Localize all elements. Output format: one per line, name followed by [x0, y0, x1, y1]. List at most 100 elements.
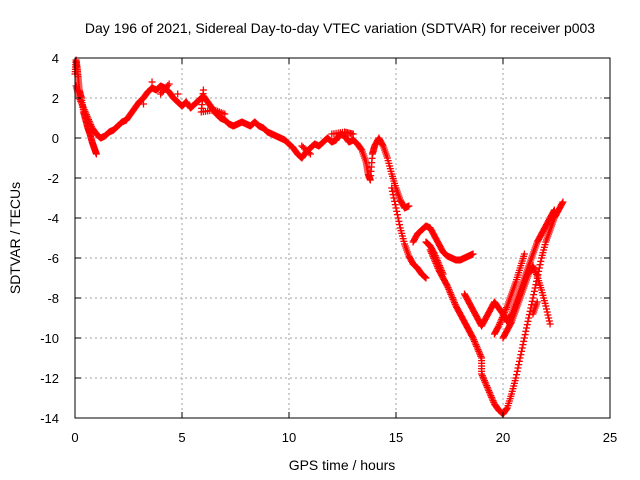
y-tick-label: -4: [47, 211, 59, 226]
data-point-trail: [530, 264, 538, 272]
x-tick-label: 5: [178, 430, 185, 445]
data-point-trail: [394, 214, 402, 222]
data-point-trail: [436, 262, 444, 270]
data-point-trail: [550, 207, 558, 215]
x-axis-title: GPS time / hours: [289, 457, 396, 473]
data-point-trail: [537, 257, 545, 265]
data-point-trail: [434, 258, 442, 266]
data-point: [482, 380, 490, 388]
data-point-trail: [421, 273, 429, 281]
data-point-trail: [530, 265, 538, 273]
data-point-trail: [83, 112, 91, 120]
y-tick-label: 4: [52, 51, 59, 66]
x-tick-label: 20: [496, 430, 510, 445]
data-point: [499, 312, 507, 320]
data-point-trail: [545, 314, 553, 322]
y-tick-label: 0: [52, 131, 59, 146]
data-point: [469, 250, 477, 258]
y-axis-title: SDTVAR / TECUs: [7, 182, 23, 294]
data-point-trail: [448, 294, 456, 302]
data-point-trail: [524, 317, 532, 325]
data-point-trail: [513, 367, 521, 375]
data-point-trail: [445, 285, 453, 293]
tick-marks: [74, 57, 611, 419]
data-point-trail: [531, 267, 539, 275]
data-point-trail: [82, 109, 90, 117]
data-point-trail: [299, 143, 307, 151]
data-point-trail: [393, 211, 401, 219]
data-point-trail: [450, 299, 458, 307]
data-point-trail: [500, 309, 508, 317]
data-point: [546, 320, 554, 328]
data-point: [525, 314, 533, 322]
data-point: [542, 302, 550, 310]
data-point-trail: [390, 194, 398, 202]
data-point: [435, 260, 443, 268]
data-point-trail: [78, 101, 86, 109]
data-point-trail: [543, 308, 551, 316]
data-point: [92, 150, 100, 158]
data-point-trail: [480, 377, 488, 385]
y-tick-label: -8: [47, 291, 59, 306]
data-point-trail: [391, 201, 399, 209]
data-point-trail: [472, 341, 480, 349]
data-point-trail: [421, 273, 429, 281]
x-tick-label: 10: [282, 430, 296, 445]
data-point-trail: [502, 305, 510, 313]
data-point-trail: [515, 361, 523, 369]
data-point: [422, 274, 430, 282]
data-point-trail: [530, 291, 538, 299]
data-point-trail: [446, 287, 453, 295]
data-point: [139, 100, 147, 108]
data-point-trail: [501, 307, 509, 315]
data-point-trail: [479, 373, 487, 381]
data-point-trail: [545, 317, 553, 325]
data-point-trail: [438, 268, 446, 276]
data-point-trail: [431, 252, 439, 260]
data-point-trail: [498, 314, 506, 322]
data-point-trail: [494, 323, 502, 331]
data-point-trail: [520, 337, 528, 345]
data-point: [392, 204, 400, 212]
data-point-trail: [471, 339, 479, 347]
data-point-trail: [82, 111, 90, 119]
data-point-trail: [530, 287, 538, 295]
data-point-trail: [519, 341, 527, 349]
data-point-trail: [503, 304, 511, 312]
data-point: [221, 110, 229, 118]
data-point-trail: [500, 310, 508, 318]
data-point-trail: [513, 371, 521, 379]
data-point-trail: [483, 383, 491, 391]
data-point: [469, 334, 477, 342]
data-point: [448, 292, 456, 300]
data-point-trail: [85, 116, 93, 124]
data-point-trail: [433, 257, 441, 265]
y-tick-label: -10: [40, 331, 59, 346]
data-point-trail: [523, 324, 531, 332]
data-point-trail: [532, 269, 540, 277]
data-point: [520, 334, 528, 342]
data-point-trail: [437, 265, 445, 273]
data-point-trail: [480, 375, 488, 383]
data-point-trail: [449, 295, 457, 303]
data-point: [520, 250, 528, 258]
data-point: [533, 298, 541, 306]
data-point-trail: [77, 97, 85, 105]
data-point: [148, 78, 156, 86]
data-point: [443, 282, 451, 290]
data-point: [529, 294, 537, 302]
y-tick-label: -6: [47, 251, 59, 266]
data-point-trail: [518, 347, 526, 355]
data-point-trail: [478, 372, 486, 380]
x-tick-label: 0: [71, 430, 78, 445]
data-point-trail: [481, 378, 489, 386]
data-point-trail: [495, 320, 503, 328]
data-point-trail: [81, 107, 89, 115]
data-point-trail: [498, 315, 506, 323]
data-point-trail: [532, 281, 540, 289]
data-point-trail: [488, 393, 496, 401]
data-point-trail: [378, 141, 386, 149]
y-tick-label: -2: [47, 171, 59, 186]
data-point-trail: [451, 300, 459, 308]
